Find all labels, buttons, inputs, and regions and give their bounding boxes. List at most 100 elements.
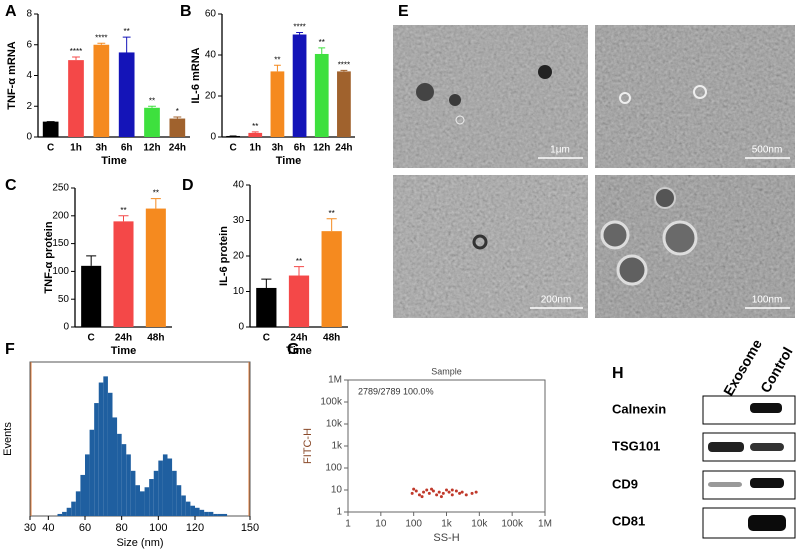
panel-label: D [182,177,194,194]
histogram-bar [117,433,122,516]
particle [619,92,631,104]
significance-label: ** [296,257,302,266]
x-axis-label: Time [101,155,126,167]
error-bar [251,131,259,133]
bar [93,44,110,137]
error-bar [118,215,129,222]
error-bar [97,42,106,45]
blot-row-label: TSG101 [612,438,660,453]
y-axis-label: TNF-α protein [43,221,55,293]
y-tick-label: 0 [238,322,244,333]
panel-label: G [287,341,299,358]
western-blot: Calnexin TSG101 CD9 CD81 [612,395,796,539]
particle [616,254,648,286]
bar [144,107,160,137]
bar [145,208,166,327]
histogram-bar [190,505,195,516]
scale-bar-label: 1μm [550,145,570,156]
panel-label: C [5,177,17,194]
y-tick-label: 150 [52,238,69,249]
x-tick-label: 12h [143,143,160,154]
y-tick-label: 200 [52,210,69,221]
blot-band [748,515,786,531]
scatter-point [450,488,454,492]
histogram-bar [149,479,154,516]
error-bar [296,31,304,35]
y-tick-label: 20 [233,251,245,262]
scatter-point [420,495,424,499]
error-bar [293,266,305,276]
y-tick-label: 10 [233,286,245,297]
y-tick-label: 2 [26,101,32,112]
x-tick-label: 60 [79,522,91,534]
x-tick-label: 6h [294,143,306,154]
y-tick-label: 6 [26,39,32,50]
scatter-point [464,493,468,497]
histogram-bar [57,513,63,516]
blot-band [750,403,782,413]
error-bar [273,64,281,72]
bar [81,265,102,327]
scatter-point [474,490,478,494]
histogram-bar [121,444,127,516]
scatter-point [439,495,443,499]
blot-row-label: CD81 [612,513,645,528]
x-tick-label: 24h [335,143,352,154]
histogram-bar [217,513,223,516]
histogram-bar [130,470,136,516]
significance-label: **** [70,47,82,56]
y-tick-label: 100 [325,463,342,474]
scatter-point [412,487,416,491]
panel-label: E [398,3,409,20]
bar [321,231,342,327]
histogram-bar [158,460,163,516]
histogram-bar [153,470,159,516]
scatter-point [447,490,451,494]
y-tick-label: 0 [210,132,216,143]
histogram-bar [75,491,81,516]
scatter-point [414,489,418,493]
y-tick-label: 250 [52,183,69,194]
blot-row-label: CD9 [612,476,638,491]
histogram-bar [89,429,95,516]
scatter-point [437,490,441,494]
particle [693,85,707,99]
x-tick-label: 1 [345,519,351,530]
x-tick-label: 24h [290,333,307,344]
particle [455,115,465,125]
y-axis-label: IL-6 mRNA [190,47,202,103]
significance-label: **** [95,33,107,42]
particle [449,94,461,106]
scale-bar-label: 200nm [541,295,572,306]
x-tick-label: C [229,143,236,154]
micrographs: 1μm 500nm 200nm 100nm [393,25,795,318]
significance-label: ** [252,122,258,131]
scatter-point [427,491,431,495]
x-tick-label: 24h [169,143,186,154]
x-axis-label: SS-H [433,532,459,544]
x-tick-label: C [47,143,54,154]
histogram-bar [66,507,72,516]
histogram-bar [62,511,67,516]
error-bar [340,69,348,72]
panel-label: F [5,341,15,358]
scatter-point [445,488,448,492]
significance-label: ** [153,189,159,198]
significance-label: **** [338,60,350,69]
significance-label: ** [319,38,325,47]
scatter-point [454,489,458,493]
significance-label: ** [124,27,130,36]
histogram-bar [126,454,131,516]
bar [68,60,84,137]
x-tick-label: C [263,333,270,344]
y-tick-label: 20 [205,91,217,102]
error-bar [173,116,182,119]
histogram-bar [94,403,99,516]
histogram-bar [80,474,85,516]
x-tick-label: 100 [405,519,422,530]
x-tick-label: 30 [24,522,36,534]
scatter-point [410,491,414,495]
scale-bar-label: 100nm [752,295,783,306]
error-bar [72,56,80,61]
y-tick-label: 40 [205,50,217,61]
